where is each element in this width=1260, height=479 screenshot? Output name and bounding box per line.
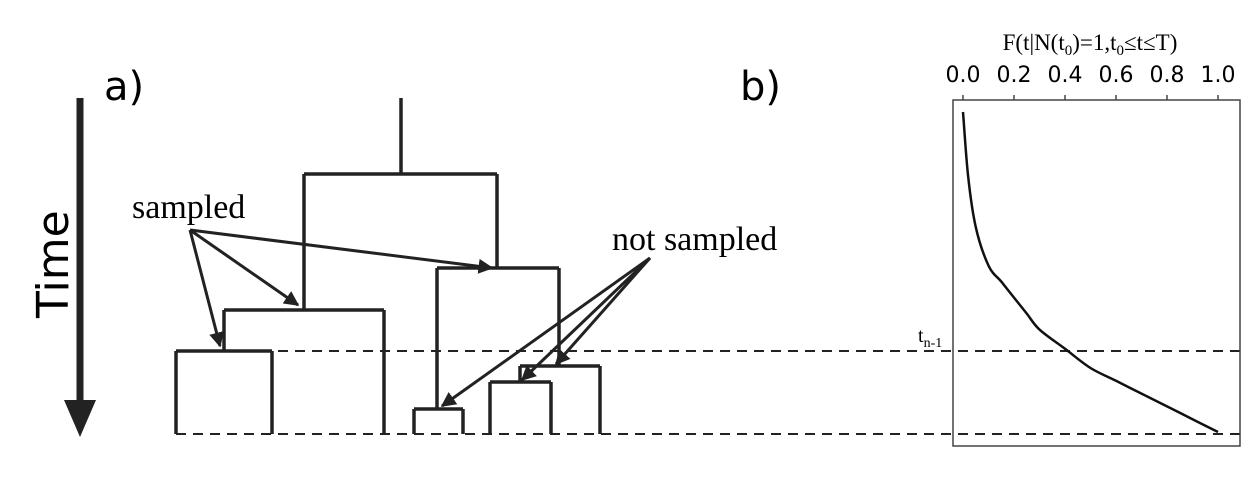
tn1-label: tn-1: [918, 325, 942, 351]
x-axis-ticks: 0.0 0.2 0.4 0.6 0.8 1.0: [946, 63, 1236, 100]
x-tick-label: 0.4: [1048, 63, 1083, 88]
dashed-time-lines: [176, 350, 1240, 435]
x-tick-label: 0.2: [997, 63, 1032, 88]
x-tick-label: 0.6: [1099, 63, 1134, 88]
x-tick-label: 0.8: [1150, 63, 1185, 88]
sampled-arrows: [188, 228, 494, 348]
x-tick-label: 0.0: [946, 63, 981, 88]
panel-b-label: b): [740, 64, 781, 110]
not-sampled-arrows: [440, 256, 652, 408]
time-label: Time: [28, 210, 79, 319]
time-arrow: [64, 98, 96, 437]
panel-a-label: a): [104, 64, 144, 110]
cdf-curve: [961, 111, 1219, 434]
phylogenetic-tree: [174, 98, 602, 434]
x-tick-label: 1.0: [1201, 63, 1236, 88]
top-axis-title: F(t|N(t0)=1,t0≤t≤T): [1003, 30, 1178, 59]
plot-frame: [952, 99, 1241, 447]
sampled-label: sampled: [132, 189, 245, 226]
not-sampled-label: not sampled: [612, 221, 777, 258]
